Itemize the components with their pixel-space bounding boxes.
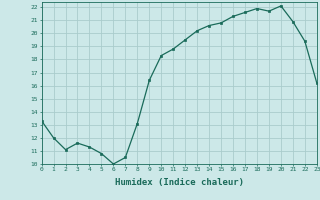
X-axis label: Humidex (Indice chaleur): Humidex (Indice chaleur) xyxy=(115,178,244,187)
